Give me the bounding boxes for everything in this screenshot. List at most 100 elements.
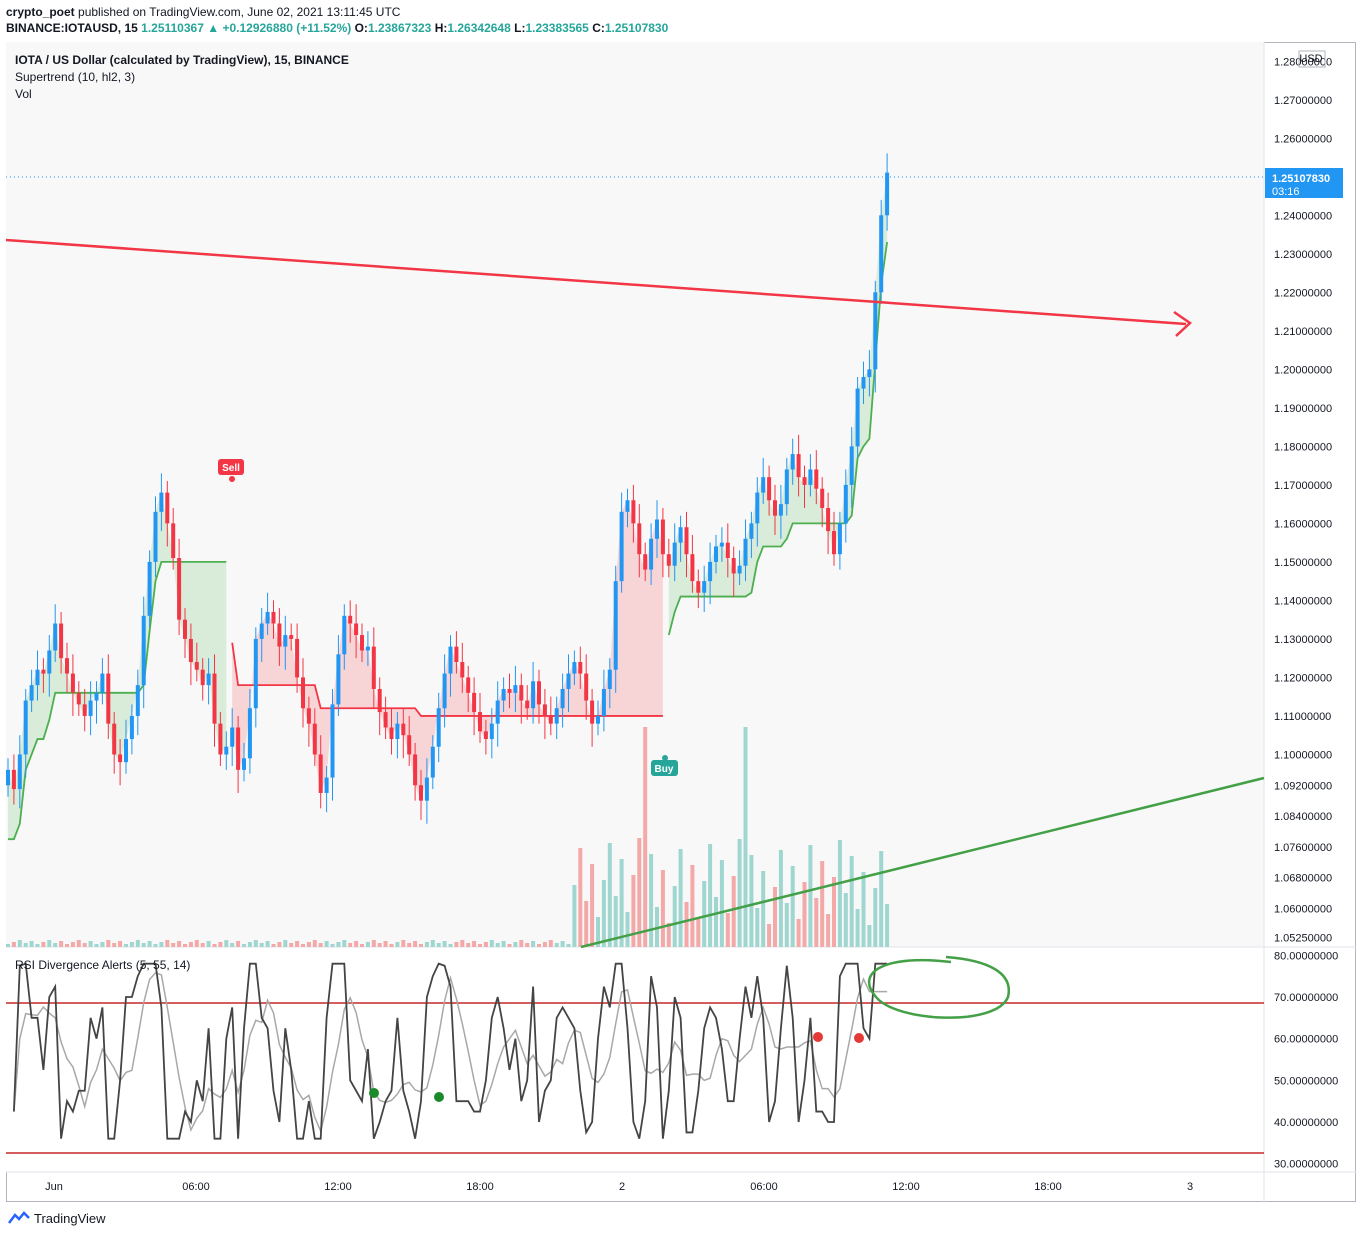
candle-body xyxy=(389,727,394,740)
candle-body xyxy=(725,542,730,559)
candle-body xyxy=(224,746,229,755)
candle-body xyxy=(690,554,695,582)
candle-body xyxy=(784,469,789,505)
candle-body xyxy=(743,538,748,566)
volume-bar xyxy=(814,898,819,947)
volume-bar xyxy=(578,848,583,947)
price-tick-label: 1.12000000 xyxy=(1274,672,1332,684)
volume-bar xyxy=(601,880,606,947)
series-title[interactable]: IOTA / US Dollar (calculated by TradingV… xyxy=(15,53,349,67)
candle-body xyxy=(513,685,518,693)
candle-body xyxy=(206,673,211,686)
volume-bar xyxy=(59,941,64,947)
volume-bar xyxy=(702,881,707,947)
time-tick-label: 12:00 xyxy=(324,1181,352,1193)
currency-label[interactable]: USD xyxy=(1299,53,1322,65)
candle-body xyxy=(773,500,777,516)
candle-body xyxy=(277,623,282,647)
rsi-signal-line xyxy=(13,971,888,1134)
volume-bar xyxy=(560,941,565,947)
candle-body xyxy=(106,673,111,724)
volume-bar xyxy=(413,941,418,947)
rsi-axis[interactable]: 80.00000000 70.00000000 60.00000000 50.0000… xyxy=(1274,950,1338,1170)
volume-bar xyxy=(873,888,878,947)
candle-body xyxy=(684,527,689,555)
candle-body xyxy=(82,704,87,716)
volume-bar xyxy=(861,872,866,947)
candle-body xyxy=(519,685,524,701)
volume-bar xyxy=(230,943,235,947)
candle-body xyxy=(843,484,848,524)
volume-bars xyxy=(6,727,890,947)
candle-body xyxy=(454,646,459,663)
volume-bar xyxy=(867,925,872,947)
volume-bar xyxy=(407,943,412,947)
price-tick-label: 1.24000000 xyxy=(1274,210,1332,222)
candle-body xyxy=(873,292,878,370)
candle-body xyxy=(230,727,235,747)
volume-bar xyxy=(460,940,465,947)
volume-bar xyxy=(29,941,34,947)
rsi-tick-label: 80.00000000 xyxy=(1274,950,1338,962)
price-tick-label: 1.05250000 xyxy=(1274,932,1332,944)
sell-signal[interactable]: Sell xyxy=(218,459,244,482)
price-axis[interactable]: 1.28000000 1.27000000 1.26000000 1.24000000… xyxy=(1274,56,1332,944)
volume-bar xyxy=(312,940,317,947)
candle-body xyxy=(419,785,423,801)
red-trendline[interactable] xyxy=(6,238,1187,326)
volume-bar xyxy=(796,919,801,947)
candle-body xyxy=(590,700,595,724)
candle-body xyxy=(312,723,317,755)
volume-bar xyxy=(489,940,494,947)
publisher-name[interactable]: crypto_poet xyxy=(6,5,75,19)
candle-body xyxy=(708,561,713,582)
candle-body xyxy=(808,469,813,485)
supertrend-legend[interactable]: Supertrend (10, hl2, 3) xyxy=(15,70,136,84)
volume-bar xyxy=(808,845,813,947)
buy-signal[interactable]: Buy xyxy=(651,755,678,776)
candle-body xyxy=(165,492,170,524)
candle-body xyxy=(442,673,447,709)
volume-bar xyxy=(330,944,335,947)
candle-body xyxy=(330,704,335,778)
volume-bar xyxy=(277,942,282,947)
volume-bar xyxy=(519,940,524,947)
volume-bar xyxy=(177,941,182,947)
rsi-tick-label: 70.00000000 xyxy=(1274,992,1338,1004)
time-axis[interactable]: Jun 06:00 12:00 18:00 2 06:00 12:00 18:00 3 xyxy=(45,1181,1193,1193)
candle-body xyxy=(59,623,64,659)
candle-body xyxy=(147,561,152,616)
bullish-divergence-dot xyxy=(369,1088,379,1098)
buy-label: Buy xyxy=(655,764,674,775)
volume-bar xyxy=(495,943,500,947)
price-tick-label: 1.06800000 xyxy=(1274,873,1332,885)
volume-legend[interactable]: Vol xyxy=(15,87,32,101)
candle-body xyxy=(472,692,477,713)
rsi-legend[interactable]: RSI Divergence Alerts (5, 55, 14) xyxy=(15,958,191,972)
rsi-tick-label: 30.00000000 xyxy=(1274,1159,1338,1171)
price-tick-label: 1.27000000 xyxy=(1274,95,1332,107)
volume-bar xyxy=(342,940,347,947)
low-value: 1.23383565 xyxy=(525,21,589,35)
candle-body xyxy=(395,723,400,740)
time-tick-label: 12:00 xyxy=(892,1181,920,1193)
volume-bar xyxy=(112,943,117,947)
candle-body xyxy=(778,504,783,516)
volume-bar xyxy=(171,943,176,947)
volume-bar xyxy=(436,943,441,947)
candles[interactable] xyxy=(6,153,890,824)
volume-bar xyxy=(371,940,376,947)
candle-body xyxy=(837,523,842,555)
volume-bar xyxy=(395,942,400,947)
candle-body xyxy=(607,669,612,689)
supertrend-band xyxy=(8,492,227,840)
candle-body xyxy=(242,758,246,770)
volume-bar xyxy=(265,941,270,947)
candle-body xyxy=(666,554,671,566)
current-price-value: 1.25107830 xyxy=(1272,173,1330,185)
volume-bar xyxy=(619,859,624,947)
green-trendline[interactable] xyxy=(580,776,1265,949)
candle-body xyxy=(53,623,58,651)
price-chart[interactable]: Sell Buy 1.280000001.270000001.260000001… xyxy=(6,42,1356,1202)
volume-bar xyxy=(790,866,795,947)
